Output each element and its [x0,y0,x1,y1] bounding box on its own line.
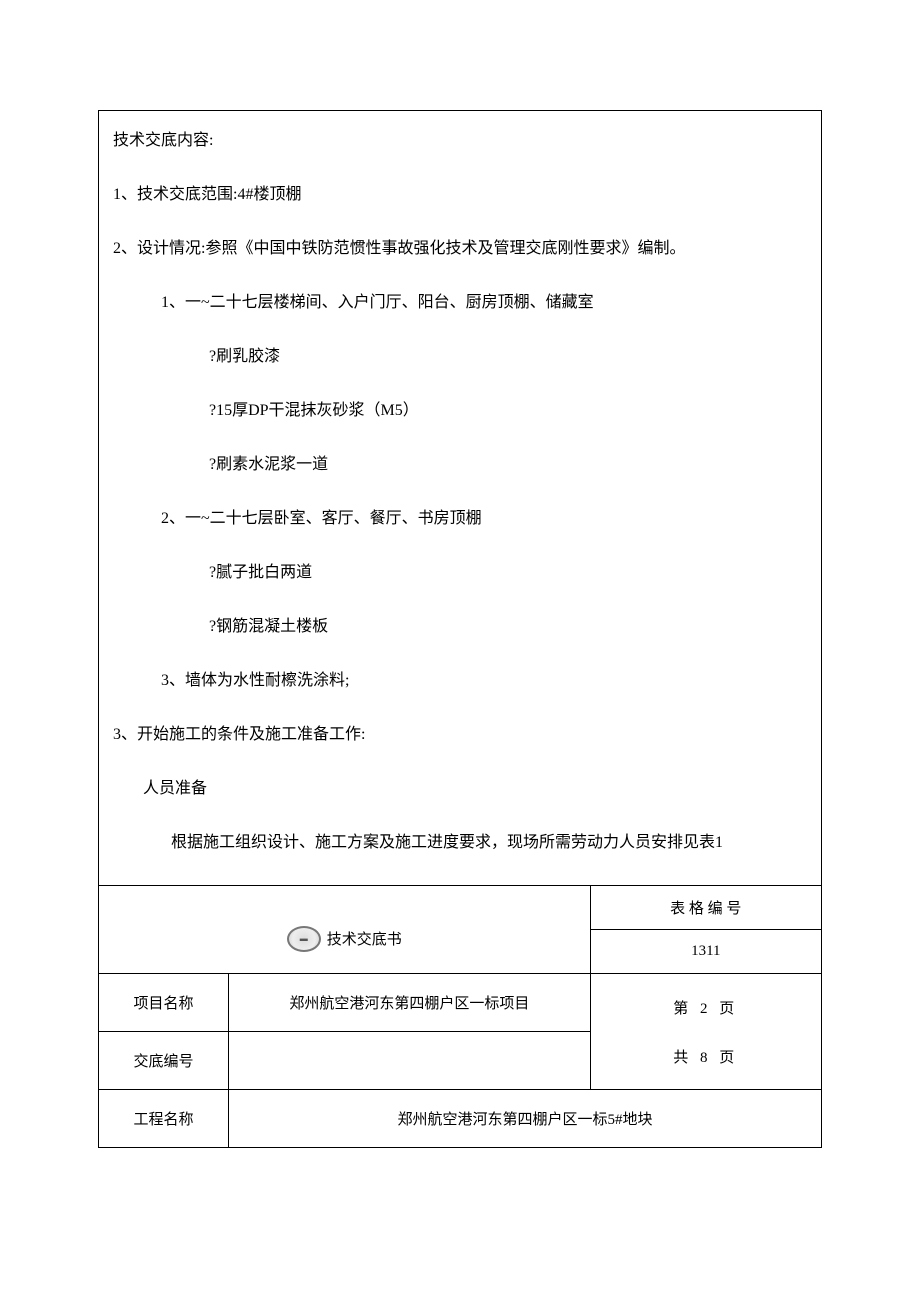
page-total: 共 8 页 [591,1046,821,1067]
sub3-title: 3、墙体为水性耐檫洗涂料; [113,669,807,693]
item-3: 3、开始施工的条件及施工准备工作: [113,723,807,747]
item-1: 1、技术交底范围:4#楼顶棚 [113,183,807,207]
disclosure-label: 交底编号 [99,1032,229,1090]
project-label: 项目名称 [99,974,229,1032]
sub1-c: ?刷素水泥浆一道 [113,453,807,477]
sub2-title: 2、一~二十七层卧室、客厅、餐厅、书房顶棚 [113,507,807,531]
page-cell: 第 2 页 共 8 页 [590,974,821,1090]
disclosure-value [229,1032,591,1090]
form-no-label: 表 格 编 号 [590,886,821,930]
eng-value: 郑州航空港河东第四棚户区一标5#地块 [229,1090,822,1148]
sub1-title: 1、一~二十七层楼梯间、入户门厅、阳台、厨房顶棚、储藏室 [113,291,807,315]
sub2-a: ?腻子批白两道 [113,561,807,585]
sub2-b: ?钢筋混凝土楼板 [113,615,807,639]
prep-label: 人员准备 [113,777,807,801]
logo-wrap: ▬ 技术交底书 [287,908,402,952]
doc-title-cell: ▬ 技术交底书 [99,886,591,974]
item-2: 2、设计情况:参照《中国中铁防范惯性事故强化技术及管理交底刚性要求》编制。 [113,237,807,261]
sub1-a: ?刷乳胶漆 [113,345,807,369]
footer-table: ▬ 技术交底书 表 格 编 号 1311 项目名称 郑州航空港河东第四棚户区一标… [98,885,822,1148]
eng-label: 工程名称 [99,1090,229,1148]
logo-icon: ▬ [287,926,321,952]
form-no-value: 1311 [590,930,821,974]
project-value: 郑州航空港河东第四棚户区一标项目 [229,974,591,1032]
page-current: 第 2 页 [591,997,821,1018]
sub1-b: ?15厚DP干混抹灰砂浆（M5） [113,399,807,423]
disclosure-content-box: 技术交底内容: 1、技术交底范围:4#楼顶棚 2、设计情况:参照《中国中铁防范惯… [98,110,822,885]
content-heading: 技术交底内容: [113,129,807,153]
doc-title-text: 技术交底书 [327,928,402,949]
prep-text: 根据施工组织设计、施工方案及施工进度要求，现场所需劳动力人员安排见表1 [113,831,807,855]
